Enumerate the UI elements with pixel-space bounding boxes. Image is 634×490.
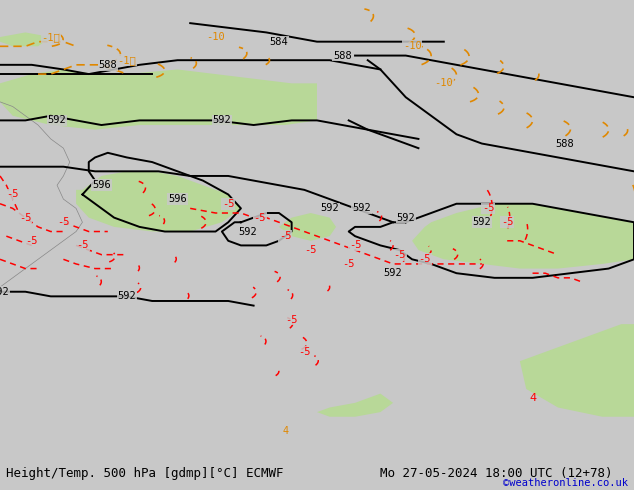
Text: 584: 584 — [269, 37, 288, 47]
Text: 592: 592 — [396, 213, 415, 222]
Text: Mo 27-05-2024 18:00 UTC (12+78): Mo 27-05-2024 18:00 UTC (12+78) — [380, 467, 613, 480]
Text: -10: -10 — [434, 78, 453, 88]
Text: -5: -5 — [6, 190, 19, 199]
Text: -5: -5 — [76, 241, 89, 250]
Text: -10: -10 — [206, 32, 225, 42]
Polygon shape — [412, 204, 634, 269]
Text: 592: 592 — [384, 268, 403, 278]
Text: -5: -5 — [19, 213, 32, 222]
Polygon shape — [0, 70, 317, 130]
Text: 588: 588 — [555, 139, 574, 148]
Text: 592: 592 — [212, 115, 231, 125]
Text: 592: 592 — [238, 226, 257, 237]
Text: 592: 592 — [117, 292, 136, 301]
Text: 592: 592 — [320, 203, 339, 213]
Text: 596: 596 — [92, 180, 111, 190]
Text: -5: -5 — [279, 231, 292, 241]
Text: -5: -5 — [254, 213, 266, 222]
Text: -5: -5 — [25, 236, 38, 246]
Polygon shape — [76, 172, 241, 232]
Text: -5: -5 — [501, 217, 514, 227]
Text: -5: -5 — [304, 245, 317, 255]
Polygon shape — [520, 324, 634, 416]
Polygon shape — [317, 393, 393, 416]
Text: -5: -5 — [482, 203, 495, 213]
Text: -10: -10 — [403, 41, 422, 51]
Text: -5: -5 — [393, 250, 406, 260]
Text: ©weatheronline.co.uk: ©weatheronline.co.uk — [503, 478, 628, 488]
Text: -5: -5 — [57, 217, 70, 227]
Text: -5: -5 — [349, 241, 361, 250]
Text: -5: -5 — [418, 254, 431, 264]
Text: -1​: -1​ — [117, 55, 136, 65]
Text: -1​: -1​ — [41, 32, 60, 42]
Text: 588: 588 — [333, 50, 352, 61]
Text: -5: -5 — [222, 199, 235, 209]
Text: -5: -5 — [342, 259, 355, 269]
Text: -5: -5 — [285, 315, 298, 324]
Text: 592: 592 — [48, 115, 67, 125]
Text: Height/Temp. 500 hPa [gdmp][°C] ECMWF: Height/Temp. 500 hPa [gdmp][°C] ECMWF — [6, 467, 284, 480]
Text: 596: 596 — [168, 194, 187, 204]
Text: 592: 592 — [0, 287, 10, 297]
Text: 588: 588 — [98, 60, 117, 70]
Text: 592: 592 — [352, 203, 371, 213]
Text: 592: 592 — [472, 217, 491, 227]
Text: 4: 4 — [282, 426, 288, 436]
Polygon shape — [279, 213, 336, 241]
Text: 4: 4 — [529, 393, 536, 403]
Polygon shape — [0, 32, 51, 47]
Text: -5: -5 — [298, 347, 311, 357]
